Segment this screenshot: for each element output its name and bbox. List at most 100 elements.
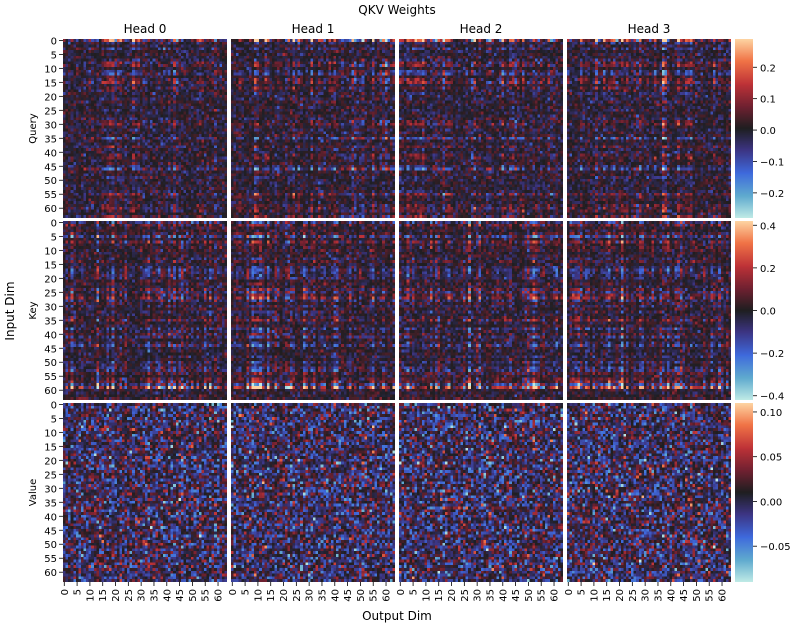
x-tick-label: 25 <box>124 589 135 602</box>
y-tick-label: 45 <box>44 344 57 355</box>
y-tick-label: 25 <box>44 288 57 299</box>
heatmap-cells <box>567 403 731 582</box>
heatmap-cells <box>567 221 731 400</box>
x-tick-label: 10 <box>421 589 432 602</box>
x-tick-label: 5 <box>241 589 252 595</box>
y-tick-label: 10 <box>44 428 57 439</box>
heatmap-cells <box>231 403 395 582</box>
head-label: Head 0 <box>124 22 167 36</box>
y-tick-label: 30 <box>44 302 57 313</box>
y-tick-label: 15 <box>44 78 57 89</box>
x-tick-label: 25 <box>292 589 303 602</box>
y-tick-label: 25 <box>44 470 57 481</box>
x-tick-label: 60 <box>550 589 561 602</box>
x-tick-label: 0 <box>564 589 575 595</box>
x-tick-label: 45 <box>343 589 354 602</box>
y-tick-label: 15 <box>44 442 57 453</box>
y-tick-label: 35 <box>44 498 57 509</box>
x-tick-label: 55 <box>201 589 212 602</box>
y-tick-label: 20 <box>44 92 57 103</box>
x-tick-label: 30 <box>473 589 484 602</box>
colorbar-tick-label: 0.2 <box>760 264 776 275</box>
head-label: Head 1 <box>292 22 335 36</box>
x-tick-label: 50 <box>524 589 535 602</box>
heatmap-cells <box>63 221 227 400</box>
x-tick-label: 20 <box>279 589 290 602</box>
x-tick-label: 35 <box>317 589 328 602</box>
x-tick-label: 50 <box>692 589 703 602</box>
y-tick-label: 25 <box>44 106 57 117</box>
x-tick-label: 55 <box>369 589 380 602</box>
colorbar-tick-label: −0.4 <box>760 392 784 403</box>
y-tick-label: 55 <box>44 372 57 383</box>
x-tick-label: 30 <box>137 589 148 602</box>
x-tick-label: 0 <box>228 589 239 595</box>
chart-marks: Head 0 Head 1 Head 2 Head 3Query05101520253… <box>28 22 791 602</box>
x-tick-label: 60 <box>382 589 393 602</box>
colorbar <box>735 39 753 218</box>
y-tick-label: 15 <box>44 260 57 271</box>
y-tick-label: 50 <box>44 540 57 551</box>
y-tick-label: 40 <box>44 148 57 159</box>
colorbar-tick-label: 0.4 <box>760 221 776 232</box>
x-tick-label: 20 <box>111 589 122 602</box>
y-tick-label: 5 <box>51 50 57 61</box>
x-axis-label: Output Dim <box>362 609 432 623</box>
colorbar-tick-label: −0.1 <box>760 157 784 168</box>
y-tick-label: 20 <box>44 274 57 285</box>
x-tick-label: 60 <box>214 589 225 602</box>
colorbar <box>735 403 753 582</box>
colorbar <box>735 221 753 400</box>
y-tick-label: 45 <box>44 526 57 537</box>
heatmap-cells <box>63 39 227 218</box>
colorbar-tick-label: −0.2 <box>760 349 784 360</box>
heatmap-cells <box>231 39 395 218</box>
head-label: Head 2 <box>460 22 503 36</box>
colorbar-tick-label: −0.2 <box>760 189 784 200</box>
y-tick-label: 20 <box>44 456 57 467</box>
y-tick-label: 30 <box>44 484 57 495</box>
y-tick-label: 50 <box>44 176 57 187</box>
y-tick-label: 5 <box>51 414 57 425</box>
y-tick-label: 60 <box>44 204 57 215</box>
y-tick-label: 60 <box>44 568 57 579</box>
colorbar-tick-label: 0.0 <box>760 307 776 318</box>
x-tick-label: 60 <box>718 589 729 602</box>
row-label: Key <box>28 301 39 319</box>
x-tick-label: 35 <box>149 589 160 602</box>
y-tick-label: 40 <box>44 512 57 523</box>
heatmap-cells <box>399 39 563 218</box>
x-tick-label: 30 <box>305 589 316 602</box>
heatmap-cells <box>231 221 395 400</box>
x-tick-label: 50 <box>356 589 367 602</box>
y-tick-label: 10 <box>44 64 57 75</box>
x-tick-label: 15 <box>602 589 613 602</box>
x-tick-label: 5 <box>577 589 588 595</box>
y-tick-label: 5 <box>51 232 57 243</box>
colorbar-tick-label: 0.00 <box>760 497 782 508</box>
y-tick-label: 40 <box>44 330 57 341</box>
x-tick-label: 25 <box>628 589 639 602</box>
heatmap-cells <box>399 221 563 400</box>
y-tick-label: 0 <box>51 400 57 411</box>
x-tick-label: 35 <box>485 589 496 602</box>
x-tick-label: 0 <box>60 589 71 595</box>
x-tick-label: 5 <box>73 589 84 595</box>
y-axis-label: Input Dim <box>3 281 17 340</box>
row-label: Query <box>28 113 39 143</box>
x-tick-label: 10 <box>85 589 96 602</box>
x-tick-label: 45 <box>679 589 690 602</box>
y-tick-label: 0 <box>51 36 57 47</box>
x-tick-label: 5 <box>409 589 420 595</box>
x-tick-label: 10 <box>253 589 264 602</box>
x-tick-label: 25 <box>460 589 471 602</box>
head-label: Head 3 <box>628 22 671 36</box>
y-tick-label: 45 <box>44 162 57 173</box>
heatmap-cells <box>399 403 563 582</box>
x-tick-label: 55 <box>705 589 716 602</box>
colorbar-tick-label: 0.0 <box>760 126 776 137</box>
x-tick-label: 10 <box>589 589 600 602</box>
x-tick-label: 20 <box>447 589 458 602</box>
colorbar-tick-label: −0.05 <box>760 542 791 553</box>
